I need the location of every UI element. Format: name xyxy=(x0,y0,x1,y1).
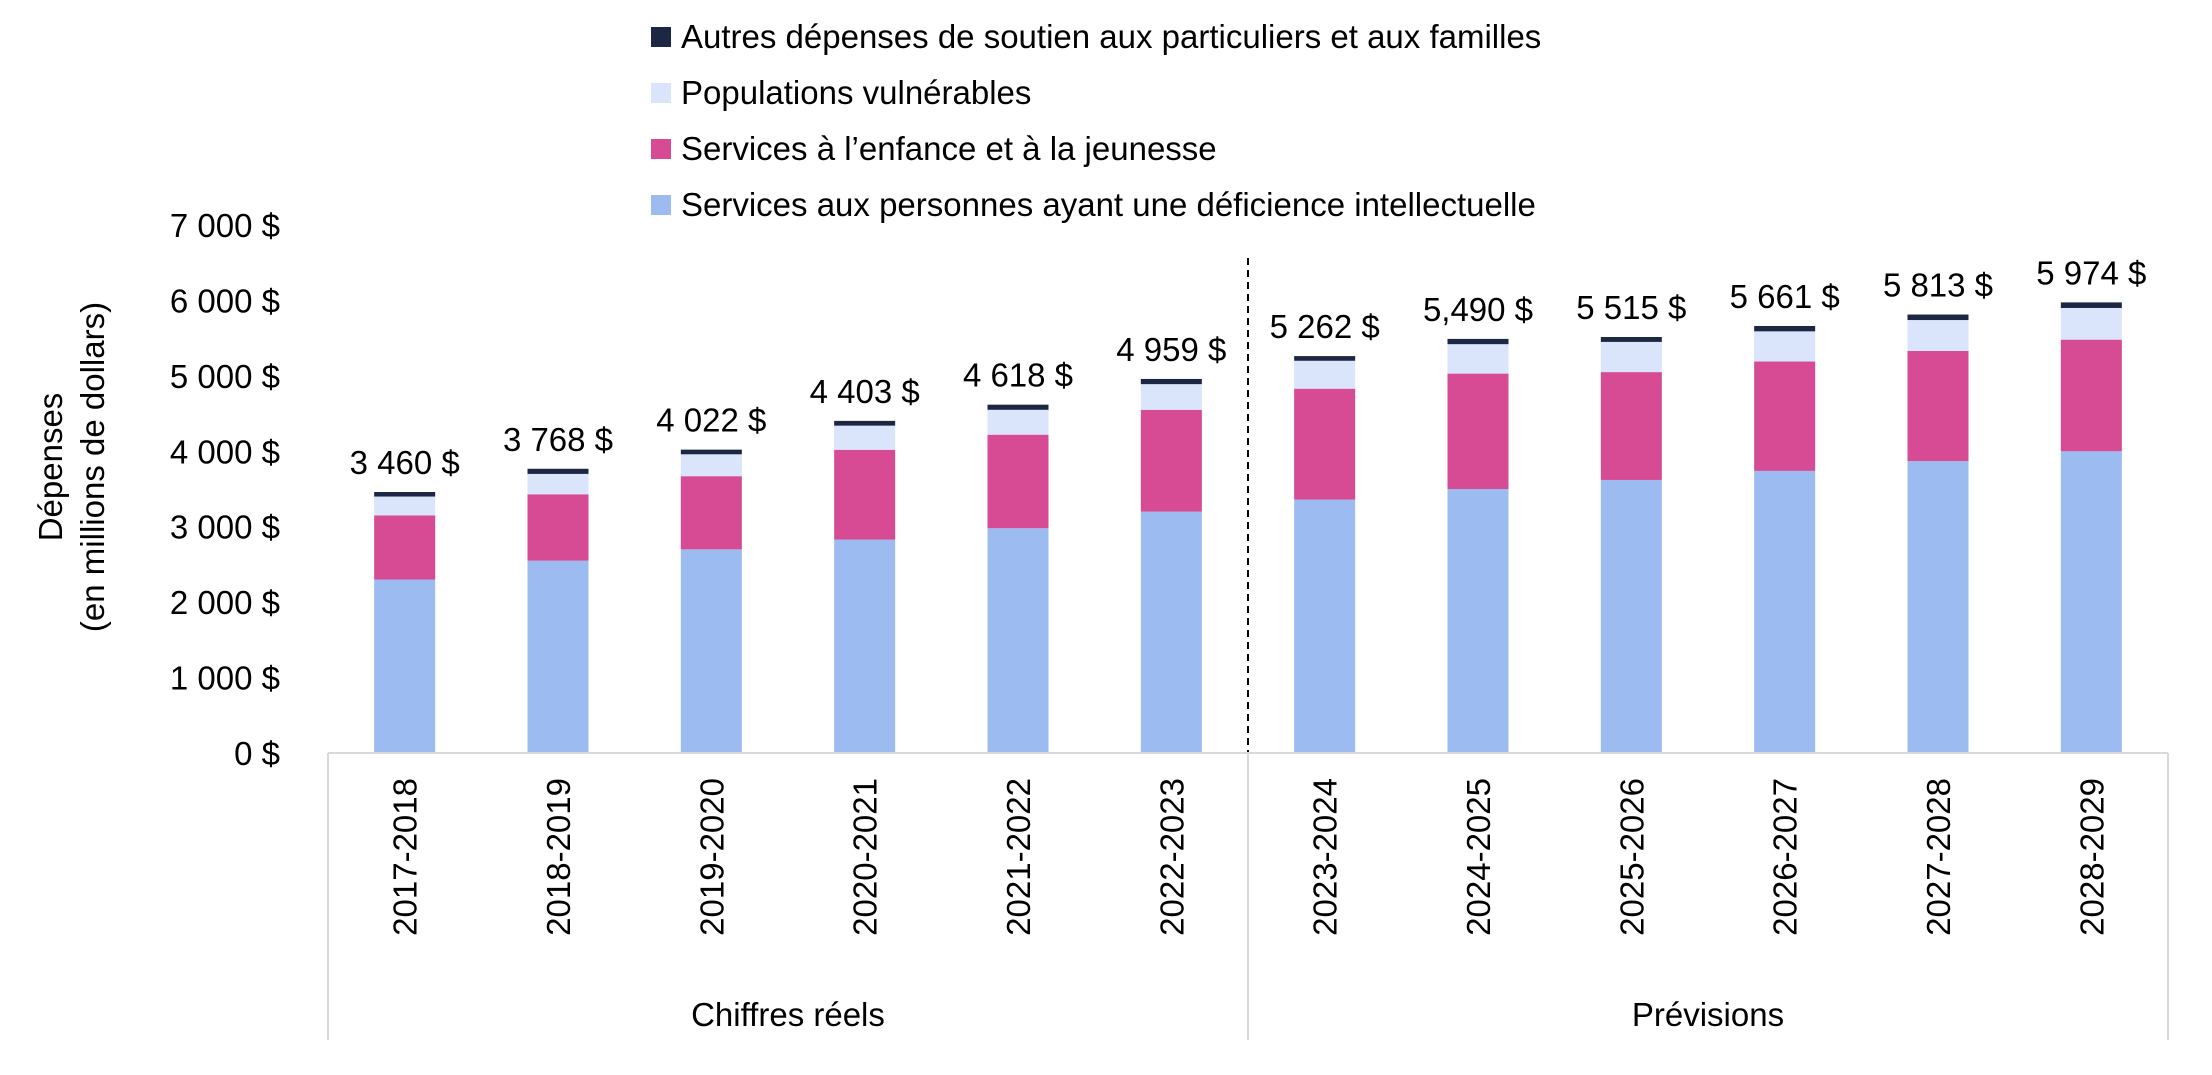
bar-segment xyxy=(1140,511,1202,753)
y-tick-label: 5 000 $ xyxy=(170,358,280,395)
bar-segment xyxy=(1600,479,1662,753)
x-group-label: Chiffres réels xyxy=(691,996,885,1033)
y-axis-title-line: (en millions de dollars) xyxy=(74,302,111,632)
bar-segment xyxy=(1600,341,1662,373)
y-tick-label: 1 000 $ xyxy=(170,660,280,697)
total-label: 5,490 $ xyxy=(1423,291,1533,328)
bar-segment xyxy=(2060,451,2122,753)
total-label: 5 515 $ xyxy=(1576,289,1686,326)
total-label: 4 022 $ xyxy=(656,402,766,439)
bar-segment xyxy=(987,404,1049,410)
x-tick-label: 2018-2019 xyxy=(540,778,577,936)
bar-segment xyxy=(680,449,742,455)
legend-swatch xyxy=(651,139,671,159)
legend-label: Services à l’enfance et à la jeunesse xyxy=(681,130,1217,167)
y-tick-label: 2 000 $ xyxy=(170,584,280,621)
bar-segment xyxy=(1140,384,1202,410)
x-tick-label: 2020-2021 xyxy=(847,778,884,936)
bar-segment xyxy=(527,560,589,753)
bar-segment xyxy=(527,494,589,561)
bar-segment xyxy=(1140,378,1202,385)
bars: 3 460 $ 3 768 $ 4 022 $ 4 403 $ 4 618 $ 4 959… xyxy=(350,254,2146,753)
y-axis: 0 $ 1 000 $ 2 000 $ 3 000 $ 4 000 $ 5 000 $ 6 … xyxy=(32,207,280,772)
legend-swatch xyxy=(651,83,671,103)
legend-label: Autres dépenses de soutien aux particuli… xyxy=(681,18,1541,55)
bar-segment xyxy=(1294,499,1356,753)
x-tick-label: 2023-2024 xyxy=(1307,778,1344,936)
bar-segment xyxy=(834,420,896,426)
bar-segment xyxy=(1907,320,1969,351)
x-tick-label: 2019-2020 xyxy=(693,778,730,936)
total-label: 5 661 $ xyxy=(1730,278,1840,315)
bar-segment xyxy=(1907,350,1969,462)
bar-segment xyxy=(987,409,1049,435)
y-axis-title-line: Dépenses xyxy=(32,393,69,542)
bar-segment xyxy=(987,528,1049,753)
bar-segment xyxy=(1600,337,1662,342)
bar-segment xyxy=(1447,338,1509,345)
bar-segment xyxy=(1754,331,1816,362)
y-tick-label: 7 000 $ xyxy=(170,207,280,244)
legend-swatch xyxy=(651,27,671,47)
total-label: 3 460 $ xyxy=(350,444,460,481)
total-label: 3 768 $ xyxy=(503,421,613,458)
bar-segment xyxy=(527,473,589,495)
bar-segment xyxy=(1600,372,1662,480)
bar-segment xyxy=(1754,325,1816,332)
x-tick-label: 2028-2029 xyxy=(2073,778,2110,936)
bar-segment xyxy=(1754,470,1816,753)
bar-segment xyxy=(1907,461,1969,753)
x-group-label: Prévisions xyxy=(1632,996,1784,1033)
legend: Autres dépenses de soutien aux particuli… xyxy=(651,18,1541,223)
bar-segment xyxy=(1754,361,1816,471)
bar-segment xyxy=(374,492,436,497)
bar-segment xyxy=(1447,373,1509,489)
total-label: 4 403 $ xyxy=(810,373,920,410)
bar-segment xyxy=(680,476,742,550)
bar-segment xyxy=(374,496,436,516)
bar-segment xyxy=(834,449,896,540)
bar-segment xyxy=(1294,360,1356,389)
bar-segment xyxy=(2060,302,2122,308)
x-tick-label: 2017-2018 xyxy=(387,778,424,936)
total-label: 4 618 $ xyxy=(963,357,1073,394)
y-tick-label: 6 000 $ xyxy=(170,282,280,319)
total-label: 5 813 $ xyxy=(1883,267,1993,304)
legend-label: Populations vulnérables xyxy=(681,74,1031,111)
x-tick-label: 2026-2027 xyxy=(1767,778,1804,936)
bar-segment xyxy=(987,434,1049,529)
y-axis-title: Dépenses (en millions de dollars) xyxy=(32,302,111,632)
legend-label: Services aux personnes ayant une déficie… xyxy=(681,186,1536,223)
x-axis: Chiffres réels Prévisions 2017-2018 2018-20… xyxy=(327,752,2169,1040)
total-label: 5 974 $ xyxy=(2036,254,2146,291)
bar-segment xyxy=(1294,356,1356,361)
y-tick-label: 4 000 $ xyxy=(170,433,280,470)
bar-segment xyxy=(680,549,742,753)
bar-segment xyxy=(2060,307,2122,340)
bar-segment xyxy=(1447,344,1509,374)
bar-segment xyxy=(1140,409,1202,512)
x-tick-label: 2025-2026 xyxy=(1613,778,1650,936)
x-tick-label: 2022-2023 xyxy=(1153,778,1190,936)
total-label: 5 262 $ xyxy=(1270,308,1380,345)
x-tick-label: 2024-2025 xyxy=(1460,778,1497,936)
bar-segment xyxy=(2060,339,2122,452)
total-label: 4 959 $ xyxy=(1116,331,1226,368)
legend-swatch xyxy=(651,195,671,215)
bar-segment xyxy=(834,539,896,753)
bar-segment xyxy=(527,468,589,474)
bar-segment xyxy=(1294,388,1356,500)
bar-segment xyxy=(1447,489,1509,753)
bar-segment xyxy=(680,454,742,477)
bar-segment xyxy=(1907,314,1969,321)
bar-segment xyxy=(374,579,436,753)
x-tick-label: 2021-2022 xyxy=(1000,778,1037,936)
y-tick-label: 3 000 $ xyxy=(170,509,280,546)
y-tick-label: 0 $ xyxy=(234,735,280,772)
bar-segment xyxy=(374,515,436,580)
x-tick-label: 2027-2028 xyxy=(1920,778,1957,936)
bar-segment xyxy=(834,425,896,450)
